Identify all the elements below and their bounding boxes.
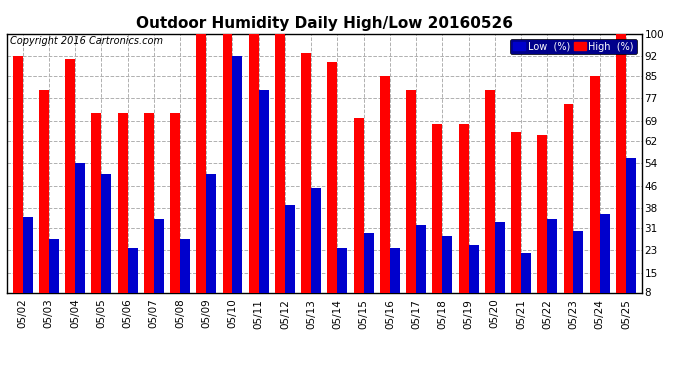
Bar xyxy=(154,219,164,315)
Bar xyxy=(144,112,154,315)
Bar xyxy=(170,112,180,315)
Bar xyxy=(600,214,610,315)
Bar xyxy=(354,118,364,315)
Bar xyxy=(337,248,347,315)
Bar xyxy=(521,253,531,315)
Bar xyxy=(564,104,573,315)
Bar xyxy=(180,239,190,315)
Bar xyxy=(222,34,233,315)
Bar xyxy=(511,132,521,315)
Bar xyxy=(390,248,400,315)
Bar xyxy=(380,76,390,315)
Bar xyxy=(616,34,626,315)
Bar xyxy=(75,163,85,315)
Bar xyxy=(590,76,600,315)
Bar xyxy=(433,124,442,315)
Bar xyxy=(538,135,547,315)
Bar xyxy=(39,90,49,315)
Bar xyxy=(233,56,242,315)
Bar xyxy=(117,112,128,315)
Bar xyxy=(406,90,416,315)
Bar xyxy=(285,206,295,315)
Legend: Low  (%), High  (%): Low (%), High (%) xyxy=(510,39,637,54)
Bar xyxy=(311,188,321,315)
Bar xyxy=(12,56,23,315)
Bar xyxy=(49,239,59,315)
Bar xyxy=(485,90,495,315)
Bar xyxy=(469,245,479,315)
Bar xyxy=(249,34,259,315)
Bar xyxy=(259,90,268,315)
Bar xyxy=(495,222,505,315)
Bar xyxy=(459,124,469,315)
Bar xyxy=(442,236,453,315)
Bar xyxy=(302,54,311,315)
Text: Copyright 2016 Cartronics.com: Copyright 2016 Cartronics.com xyxy=(10,36,163,46)
Bar xyxy=(328,62,337,315)
Bar xyxy=(91,112,101,315)
Bar xyxy=(547,219,558,315)
Bar xyxy=(196,34,206,315)
Bar xyxy=(206,174,216,315)
Bar xyxy=(65,59,75,315)
Title: Outdoor Humidity Daily High/Low 20160526: Outdoor Humidity Daily High/Low 20160526 xyxy=(136,16,513,31)
Bar xyxy=(128,248,137,315)
Bar xyxy=(573,231,584,315)
Bar xyxy=(101,174,111,315)
Bar xyxy=(416,225,426,315)
Bar xyxy=(626,158,636,315)
Bar xyxy=(364,233,373,315)
Bar xyxy=(23,217,32,315)
Bar xyxy=(275,34,285,315)
